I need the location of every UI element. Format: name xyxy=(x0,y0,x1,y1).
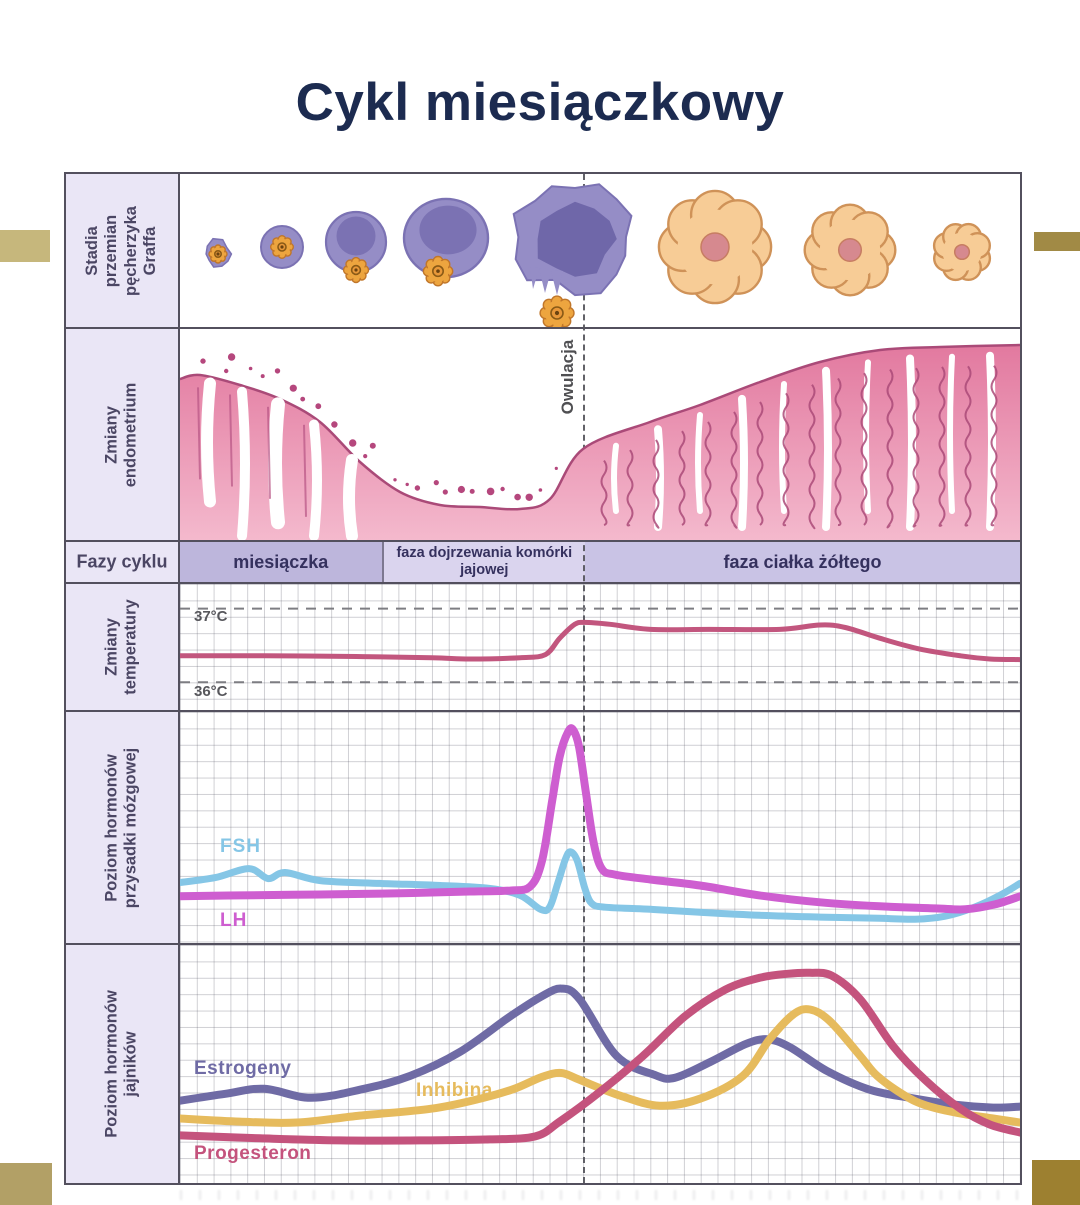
corpus-luteum-5 xyxy=(657,189,773,305)
row-temperature: Zmiany temperatury 37°C 36°C xyxy=(66,584,1020,712)
row-label-follicle-stages: Stadia przemian pęcherzyka Graffa xyxy=(66,174,180,327)
row-label-text: Fazy cyklu xyxy=(76,551,168,572)
phase-luteal: faza ciałka żółtego xyxy=(585,542,1020,582)
phases-panel: miesiączka faza dojrzewania komórki jajo… xyxy=(180,542,1020,582)
pituitary-chart-panel: FSH LH xyxy=(180,712,1020,943)
estrogen-label: Estrogeny xyxy=(194,1058,292,1079)
follicle-stage-4-graafian xyxy=(402,197,490,287)
ovulation-label: Owulacja xyxy=(558,339,577,415)
row-label-endometrium: Zmiany endometrium xyxy=(66,329,180,540)
row-pituitary-hormones: Poziom hormonów przysadki mózgowej FSH L… xyxy=(66,712,1020,945)
follicle-stages-panel xyxy=(180,174,1020,327)
temperature-tick-37: 37°C xyxy=(194,608,228,625)
row-label-pituitary-hormones: Poziom hormonów przysadki mózgowej xyxy=(66,712,180,943)
fsh-curve xyxy=(180,848,1020,923)
row-label-text: Stadia przemian pęcherzyka Graffa xyxy=(83,205,160,296)
follicle-stage-2-primary xyxy=(260,225,304,269)
corpus-luteum-6 xyxy=(803,203,897,297)
row-label-text: Poziom hormonów jajników xyxy=(102,990,140,1138)
follicle-stages-illustration xyxy=(205,183,992,327)
corpus-luteum-7 xyxy=(932,222,992,282)
lh-label: LH xyxy=(220,910,248,931)
phase-maturation: faza dojrzewania komórki jajowej xyxy=(381,542,586,582)
follicle-stage-5-ovulation xyxy=(512,183,633,327)
row-ovarian-hormones: Poziom hormonów jajników Estrogeny Inhib… xyxy=(66,945,1020,1183)
menstruation-debris-dots xyxy=(200,353,558,501)
page-title: Cykl miesiączkowy xyxy=(295,73,785,132)
inhibina-curve xyxy=(180,1005,1020,1127)
progesteron-curve xyxy=(180,968,1020,1145)
temperatura-curve xyxy=(180,619,1020,663)
decoration-gold-bar-bottom-right xyxy=(1032,1160,1080,1205)
row-follicle-stages: Stadia przemian pęcherzyka Graffa xyxy=(66,174,1020,329)
day-axis-remnant xyxy=(180,1190,1020,1200)
ovarian-hormones-chart xyxy=(180,968,1020,1145)
temperature-chart xyxy=(180,607,1020,684)
pituitary-hormones-chart xyxy=(180,724,1020,923)
ovarian-chart-panel: Estrogeny Inhibina Progesteron xyxy=(180,945,1020,1183)
follicle-stage-3-secondary xyxy=(324,210,388,284)
row-label-phases: Fazy cyklu xyxy=(66,542,180,582)
temperature-chart-panel: 37°C 36°C xyxy=(180,584,1020,710)
row-label-temperature: Zmiany temperatury xyxy=(66,584,180,710)
decoration-gold-bar-top-right xyxy=(1034,232,1080,251)
inhibin-label: Inhibina xyxy=(416,1080,493,1101)
row-endometrium: Zmiany endometrium xyxy=(66,329,1020,542)
row-phases: Fazy cyklu miesiączka faza dojrzewania k… xyxy=(66,542,1020,584)
row-label-ovarian-hormones: Poziom hormonów jajników xyxy=(66,945,180,1183)
endometrium-panel xyxy=(180,329,1020,540)
phase-menstruation: miesiączka xyxy=(180,542,382,582)
lh-curve xyxy=(180,724,1020,914)
endometrium-illustration xyxy=(180,343,1020,540)
follicle-stage-1-primordial xyxy=(205,237,233,268)
temperature-tick-36: 36°C xyxy=(194,683,228,700)
decoration-gold-bar-bottom-left xyxy=(0,1163,52,1205)
row-label-text: Zmiany temperatury xyxy=(102,599,140,695)
row-label-text: Poziom hormonów przysadki mózgowej xyxy=(102,747,140,908)
progesterone-label: Progesteron xyxy=(194,1143,312,1164)
decoration-gold-bar-top-left xyxy=(0,230,50,262)
row-label-text: Zmiany endometrium xyxy=(102,382,140,487)
fsh-label: FSH xyxy=(220,836,261,857)
ovulation-dashed-line xyxy=(583,174,585,1183)
cycle-diagram: Stadia przemian pęcherzyka Graffa Zmiany… xyxy=(64,172,1022,1185)
